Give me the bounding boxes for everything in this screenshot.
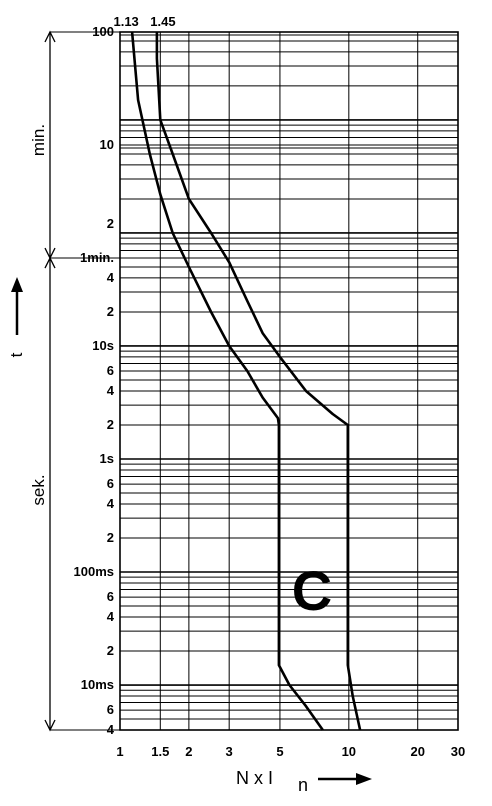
y-tick-label: 4 [107, 383, 115, 398]
y-tick-label: 6 [107, 702, 114, 717]
curve-label: 1.45 [150, 14, 175, 29]
x-axis-label-subscript: n [298, 775, 308, 795]
x-axis-label: N x I [236, 768, 273, 788]
x-tick-label: 5 [276, 744, 283, 759]
arrow-up-icon [11, 277, 23, 292]
chart-series [130, 31, 362, 731]
arrow-right-icon [356, 773, 372, 785]
y-tick-label: 2 [107, 530, 114, 545]
y-tick-label: 4 [107, 609, 115, 624]
y-tick-label: 100ms [74, 564, 114, 579]
y-tick-label: 10ms [81, 677, 114, 692]
chart-tick-labels: 1001021min.4210s6421s642100ms64210ms6411… [74, 24, 466, 759]
x-tick-label: 30 [451, 744, 465, 759]
x-tick-label: 10 [342, 744, 356, 759]
series-line-2 [155, 32, 362, 731]
y-tick-label: 6 [107, 589, 114, 604]
x-tick-label: 1 [116, 744, 123, 759]
y-tick-label: 2 [107, 643, 114, 658]
y-axis-label: t [7, 352, 26, 357]
section-label: min. [29, 124, 48, 156]
y-tick-label: 1s [100, 451, 114, 466]
plot-frame [119, 31, 459, 731]
curve-label: 1.13 [113, 14, 138, 29]
y-tick-label: 6 [107, 363, 114, 378]
characteristic-label: C [292, 559, 332, 622]
y-tick-label: 4 [107, 496, 115, 511]
series-line-1 [130, 31, 324, 731]
y-tick-label: 6 [107, 476, 114, 491]
chart-grid [119, 31, 459, 731]
x-tick-label: 3 [226, 744, 233, 759]
x-tick-label: 1.5 [151, 744, 169, 759]
y-tick-label: 2 [107, 216, 114, 231]
y-tick-label: 2 [107, 417, 114, 432]
x-tick-label: 2 [185, 744, 192, 759]
y-tick-label: 10s [92, 338, 114, 353]
y-tick-label: 4 [107, 270, 115, 285]
x-tick-label: 20 [410, 744, 424, 759]
section-label: sek. [29, 474, 48, 505]
y-tick-label: 10 [100, 137, 114, 152]
y-tick-label: 2 [107, 304, 114, 319]
